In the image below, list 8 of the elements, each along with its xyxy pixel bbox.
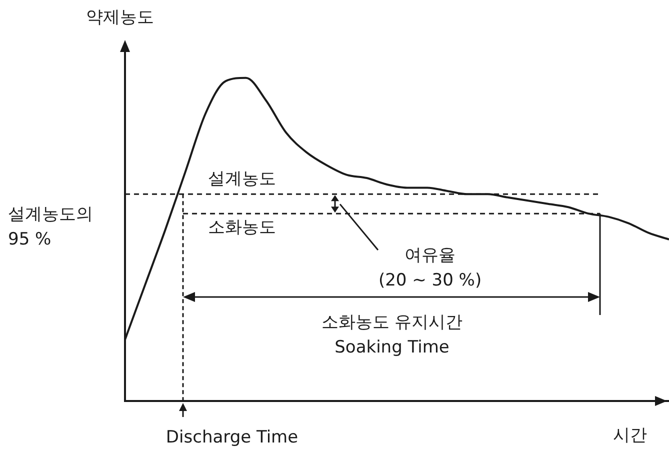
ref-line-label: 설계농도 [208, 169, 276, 190]
ref-line-label: 소화농도 [208, 217, 276, 238]
annotation: 여유율 (20 ~ 30 %) [378, 245, 482, 290]
text: 설계농도의 95 % [8, 204, 93, 250]
annotation: 소화농도 유지시간 Soaking Time [321, 312, 463, 358]
y-axis-title: 약제농도 [86, 7, 154, 28]
x-axis-title: 시간 [613, 425, 647, 446]
text: Discharge Time [166, 427, 298, 448]
